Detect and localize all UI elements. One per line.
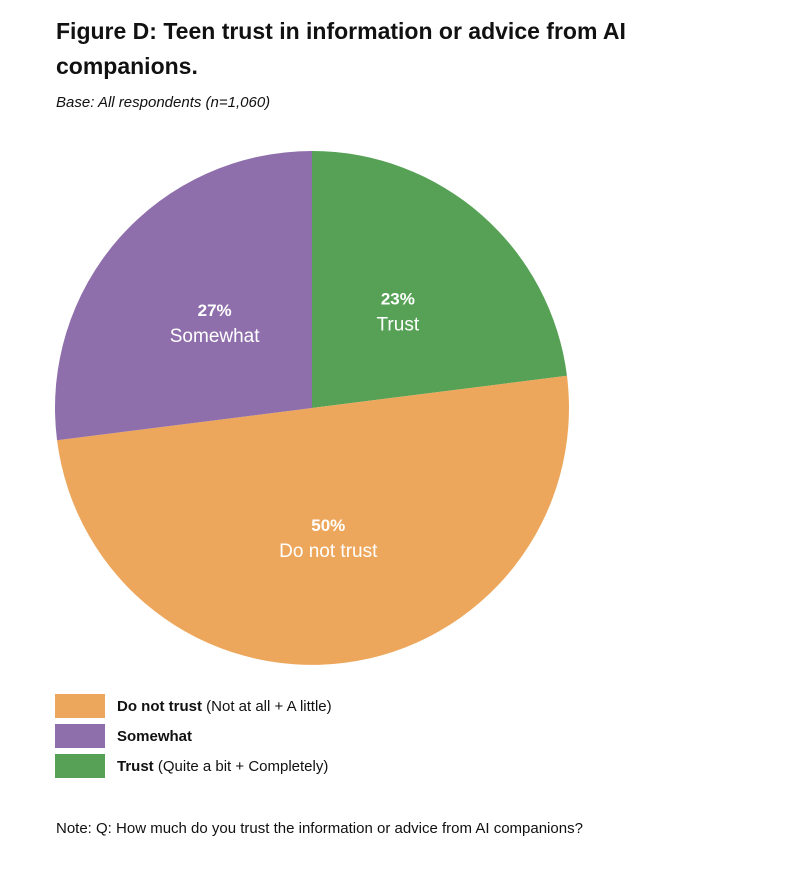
data-label-percent-trust: 23% (381, 290, 415, 309)
data-label-name-trust: Trust (377, 315, 420, 336)
legend: Do not trust (Not at all + A little) Som… (55, 694, 332, 784)
data-label-name-somewhat: Somewhat (170, 326, 260, 347)
pie-slice-do-not-trust (57, 375, 569, 665)
chart-title: Figure D: Teen trust in information or a… (56, 18, 626, 79)
chart-note: Note: Q: How much do you trust the infor… (56, 820, 583, 837)
data-label-name-do-not-trust: Do not trust (279, 541, 378, 562)
legend-item-somewhat: Somewhat (55, 724, 332, 748)
legend-label-trust: Trust (Quite a bit + Completely) (117, 757, 329, 775)
pie-chart: 23% Trust 50% Do not trust 27% Somewhat (54, 151, 569, 665)
legend-swatch-do-not-trust (55, 694, 105, 718)
chart-subtitle: Base: All respondents (n=1,060) (56, 94, 271, 111)
data-label-percent-do-not-trust: 50% (311, 516, 345, 535)
data-label-percent-somewhat: 27% (198, 301, 232, 320)
legend-swatch-trust (55, 754, 105, 778)
legend-item-do-not-trust: Do not trust (Not at all + A little) (55, 694, 332, 718)
pie-slice-trust (312, 151, 567, 408)
legend-swatch-somewhat (55, 724, 105, 748)
legend-item-trust: Trust (Quite a bit + Completely) (55, 754, 332, 778)
legend-label-somewhat: Somewhat (117, 727, 193, 745)
pie-slice-somewhat (54, 151, 312, 441)
legend-label-do-not-trust: Do not trust (Not at all + A little) (117, 697, 332, 715)
